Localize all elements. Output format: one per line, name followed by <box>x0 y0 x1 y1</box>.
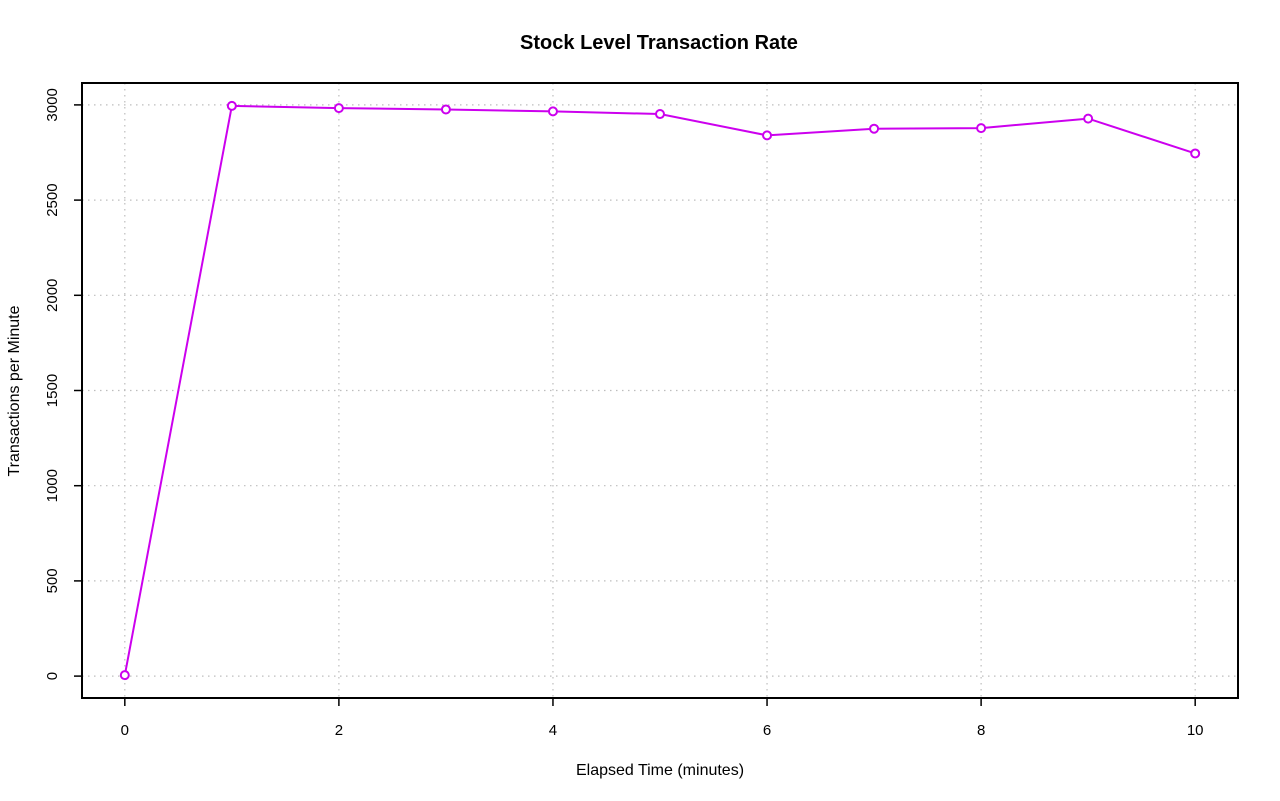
series-layer <box>119 100 1201 681</box>
y-tick-label: 2500 <box>44 183 61 216</box>
data-point <box>762 130 773 141</box>
y-tick-label: 1000 <box>44 469 61 502</box>
data-point <box>976 123 987 134</box>
data-point <box>119 670 130 681</box>
x-tick-label: 4 <box>549 722 557 739</box>
x-axis-label: Elapsed Time (minutes) <box>576 762 744 779</box>
data-point <box>226 100 237 111</box>
plot-frame <box>81 82 1239 699</box>
data-point <box>1083 113 1094 124</box>
x-tick-label: 8 <box>977 722 985 739</box>
data-point <box>440 104 451 115</box>
data-point <box>655 109 665 120</box>
y-tick-label: 2000 <box>44 279 61 312</box>
x-axis: 0 2 4 6 8 10 <box>121 698 1204 739</box>
y-tick-label: 1500 <box>44 374 61 407</box>
data-point <box>333 103 344 114</box>
y-tick-label: 0 <box>44 672 61 680</box>
x-tick-label: 6 <box>763 722 771 739</box>
y-tick-label: 3000 <box>44 88 61 121</box>
y-tick-label: 500 <box>44 568 61 593</box>
y-axis-label: Transactions per Minute <box>6 305 23 476</box>
x-tick-label: 2 <box>335 722 343 739</box>
x-tick-label: 0 <box>121 722 129 739</box>
data-point <box>1190 148 1201 159</box>
grid <box>82 83 1238 698</box>
data-point <box>547 106 558 117</box>
x-tick-label: 10 <box>1187 722 1204 739</box>
data-point <box>869 123 880 134</box>
chart-title: Stock Level Transaction Rate <box>520 32 798 54</box>
y-axis: 0 500 1000 1500 2000 2500 3000 <box>44 88 82 680</box>
series-line <box>123 104 1196 676</box>
